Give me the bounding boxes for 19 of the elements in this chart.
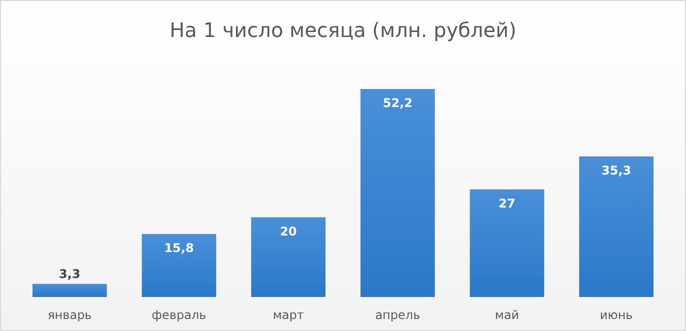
data-label: 52,2 [382, 96, 412, 110]
data-label: 15,8 [164, 241, 194, 256]
bar [251, 217, 326, 297]
bar [579, 156, 654, 297]
data-label: 27 [498, 196, 516, 210]
chart-title: На 1 число месяца (млн. рублей) [170, 18, 516, 42]
data-label: 35,3 [602, 163, 632, 178]
x-tick-label: март [272, 308, 304, 322]
bar [142, 234, 216, 297]
bar [32, 284, 107, 297]
bar [360, 89, 435, 297]
x-tick-label: май [494, 308, 520, 322]
data-label: 3,3 [59, 266, 80, 281]
x-tick-label: февраль [152, 308, 206, 322]
x-tick-label: январь [48, 308, 92, 322]
x-tick-label: апрель [375, 308, 420, 322]
data-label: 20 [280, 224, 297, 238]
bar [470, 189, 544, 297]
x-tick-label: июнь [600, 308, 633, 322]
